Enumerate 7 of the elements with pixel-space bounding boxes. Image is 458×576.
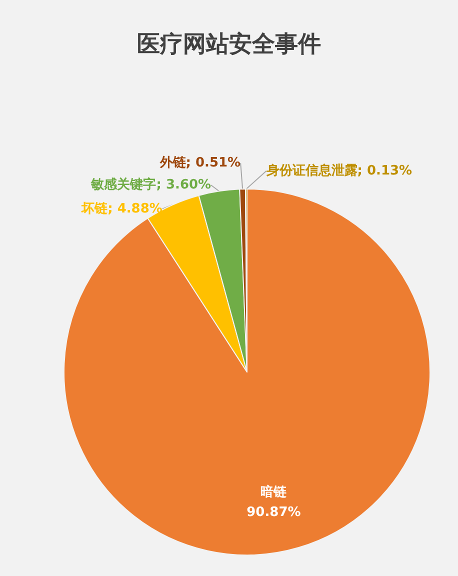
slice-label: 敏感关键字; 3.60% <box>90 176 212 193</box>
data-label: 90.87% <box>246 505 301 520</box>
slice-label: 暗链 <box>260 484 288 500</box>
slice-label: 身份证信息泄露; 0.13% <box>265 162 412 178</box>
slice-label: 外链; 0.51% <box>158 156 241 171</box>
slice-label: 坏链; 4.88% <box>80 201 162 216</box>
chart-title: 医疗网站安全事件 <box>137 30 321 58</box>
